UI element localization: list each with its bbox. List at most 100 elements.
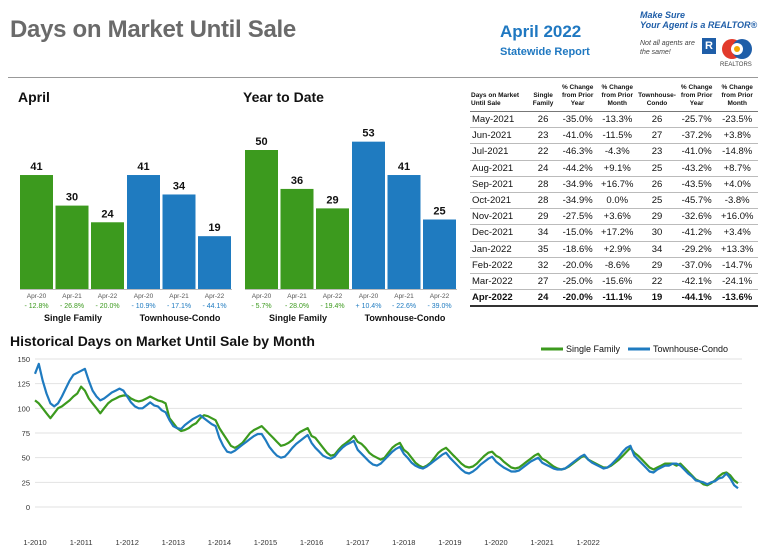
bar <box>91 222 124 289</box>
bar-category-label: Apr-21 <box>287 293 307 300</box>
bar-category-label: Apr-21 <box>169 293 189 300</box>
historical-line-chart: 0 25 50 75 100 125 150 1-2010 1-2011 1-2012 1-2013… <box>17 344 742 547</box>
bar-pct-change: - 39.0% <box>427 303 451 310</box>
bar-value-label: 36 <box>291 175 303 187</box>
bar <box>387 175 421 289</box>
table-cell: -32.6% <box>676 208 717 226</box>
table-cell: 19 <box>637 289 677 307</box>
x-tick-label: 1-2012 <box>116 538 139 547</box>
table-cell: 24 <box>528 289 558 307</box>
table-cell: -27.5% <box>557 208 598 226</box>
bar-pct-change: + 10.4% <box>356 303 382 310</box>
table-row: Oct-2021 28 -34.9% 0.0% 25 -45.7% -3.8% <box>470 192 758 210</box>
y-tick-label: 125 <box>17 380 30 389</box>
table-cell: +3.6% <box>597 208 638 226</box>
x-tick-label: 1-2017 <box>346 538 369 547</box>
bar-category-label: Apr-22 <box>323 293 343 300</box>
table-cell: -44.2% <box>557 160 598 177</box>
logo-line1: Make Sure <box>640 10 686 20</box>
realtor-logo: Make Sure Your Agent is a REALTOR® Not a… <box>640 10 758 70</box>
table-cell: -15.6% <box>597 273 638 291</box>
bar-value-label: 41 <box>137 161 149 173</box>
bar-category-label: Apr-21 <box>394 293 414 300</box>
table-cell: +8.7% <box>716 160 758 177</box>
bar-category-label: Apr-20 <box>252 293 272 300</box>
x-tick-label: 1-2010 <box>23 538 46 547</box>
table-cell: -11.1% <box>597 289 638 307</box>
table-cell: 22 <box>528 143 558 161</box>
table-cell: 34 <box>528 224 558 242</box>
table-row: Sep-2021 28 -34.9% +16.7% 26 -43.5% +4.0% <box>470 176 758 193</box>
table-cell: -43.5% <box>676 176 717 193</box>
bar-value-label: 30 <box>66 192 78 204</box>
table-cell: May-2021 <box>470 111 529 129</box>
logo-line3: Not all agents are the same! <box>640 40 695 56</box>
table-cell: 29 <box>637 257 677 274</box>
table-cell: -20.0% <box>557 289 598 307</box>
bar-value-label: 25 <box>433 206 445 218</box>
table-row: Feb-2022 32 -20.0% -8.6% 29 -37.0% -14.7% <box>470 257 758 274</box>
bar-group-label: Single Family <box>269 313 327 323</box>
table-row: Dec-2021 34 -15.0% +17.2% 30 -41.2% +3.4% <box>470 224 758 242</box>
bar <box>245 150 278 289</box>
x-tick-label: 1-2014 <box>208 538 231 547</box>
bar <box>423 219 456 289</box>
table-cell: -34.9% <box>557 192 598 210</box>
bar-group-label: Townhouse-Condo <box>365 313 446 323</box>
y-tick-label: 150 <box>17 355 30 364</box>
table-cell: -46.3% <box>557 143 598 161</box>
x-tick-label: 1-2011 <box>70 538 93 547</box>
series-line-townhouse-condo <box>33 362 739 490</box>
bar-value-label: 53 <box>362 128 374 140</box>
logo-brand-text: REALTORS <box>720 62 752 68</box>
table-cell: Feb-2022 <box>470 257 529 274</box>
bar-value-label: 34 <box>173 180 186 192</box>
table-cell: -45.7% <box>676 192 717 210</box>
series-line-single-family <box>34 385 739 487</box>
x-tick-label: 1-2016 <box>300 538 323 547</box>
table-cell: 30 <box>637 224 677 242</box>
bar-group-label: Townhouse-Condo <box>140 313 221 323</box>
table-cell: -41.0% <box>676 143 717 161</box>
table-cell: -23.5% <box>716 111 758 129</box>
table-cell: +16.0% <box>716 208 758 226</box>
table-cell: 25 <box>637 160 677 177</box>
x-tick-label: 1-2018 <box>392 538 415 547</box>
table-cell: -4.3% <box>597 143 638 161</box>
historical-chart-title: Historical Days on Market Until Sale by … <box>10 333 315 349</box>
bar-category-label: Apr-21 <box>62 293 82 300</box>
bar-charts: April 41 Apr-20 - 12.8% 30 Apr-21 - 26.8% 24 Apr… <box>18 89 457 323</box>
col-header-townhouse: Townhouse-Condo <box>637 84 677 112</box>
bar-pct-change: - 44.1% <box>202 303 226 310</box>
col-header-sf-yoy: % Change from Prior Year <box>557 84 598 112</box>
table-row: Jul-2021 22 -46.3% -4.3% 23 -41.0% -14.8% <box>470 143 758 161</box>
table-cell: -8.6% <box>597 257 638 274</box>
monthly-stats-table: Days on Market Until Sale Single Family … <box>470 84 758 307</box>
table-cell: +13.3% <box>716 241 758 258</box>
bar <box>127 175 160 289</box>
bar-chart-title: April <box>18 89 50 105</box>
col-header-tc-yoy: % Change from Prior Year <box>676 84 717 112</box>
page-title: Days on Market Until Sale <box>10 16 296 43</box>
bar-pct-change: - 26.8% <box>60 303 84 310</box>
table-cell: -41.2% <box>676 224 717 242</box>
bar-category-label: Apr-22 <box>430 293 450 300</box>
bar-pct-change: - 10.9% <box>131 303 155 310</box>
realtor-r-icon: R <box>702 38 716 54</box>
table-cell: Jul-2021 <box>470 143 529 161</box>
table-cell: Dec-2021 <box>470 224 529 242</box>
table-row: May-2021 26 -35.0% -13.3% 26 -25.7% -23.5% <box>470 111 758 129</box>
x-tick-label: 1-2020 <box>484 538 507 547</box>
table-cell: -18.6% <box>557 241 598 258</box>
table-cell: -14.7% <box>716 257 758 274</box>
table-cell: -37.2% <box>676 127 717 145</box>
table-cell: Jan-2022 <box>470 241 529 258</box>
table-cell: +3.4% <box>716 224 758 242</box>
y-tick-label: 25 <box>22 478 30 487</box>
legend-label: Single Family <box>566 344 621 354</box>
x-tick-label: 1-2022 <box>577 538 600 547</box>
table-row: Mar-2022 27 -25.0% -15.6% 22 -42.1% -24.1% <box>470 273 758 291</box>
x-tick-label: 1-2019 <box>438 538 461 547</box>
x-tick-label: 1-2013 <box>162 538 185 547</box>
bar-value-label: 19 <box>208 222 220 234</box>
